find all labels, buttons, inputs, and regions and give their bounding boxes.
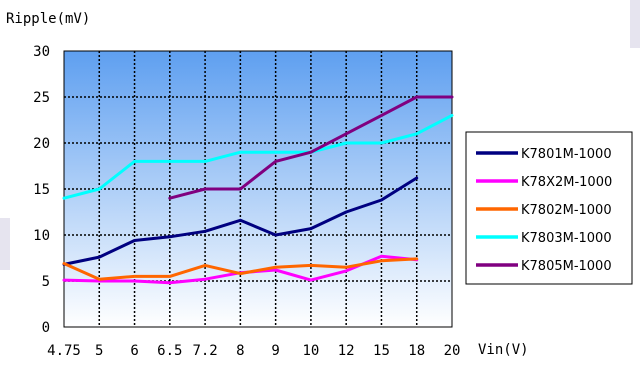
legend-label: K7805M-1000	[521, 259, 612, 274]
legend-label: K7803M-1000	[521, 231, 612, 246]
x-tick-label: 6	[130, 343, 138, 359]
y-axis-title: Ripple(mV)	[6, 11, 90, 27]
x-tick-label: 7.2	[192, 343, 217, 359]
legend-label: K7802M-1000	[521, 203, 612, 218]
y-tick-label: 20	[33, 136, 50, 152]
x-tick-label: 9	[271, 343, 279, 359]
y-tick-label: 25	[33, 90, 50, 106]
x-tick-label: 20	[444, 343, 461, 359]
series-line-4	[62, 113, 454, 200]
y-tick-label: 15	[33, 182, 50, 198]
y-tick-label: 0	[42, 320, 50, 336]
x-tick-label: 10	[302, 343, 319, 359]
x-tick-label: 4.75	[47, 343, 81, 359]
background-decoration-left	[0, 218, 10, 270]
series-line-3	[62, 257, 419, 281]
x-tick-label: 12	[338, 343, 355, 359]
y-tick-label: 5	[42, 274, 50, 290]
y-tick-label: 30	[33, 44, 50, 60]
legend-label: K78X2M-1000	[521, 175, 612, 190]
x-tick-label: 18	[408, 343, 425, 359]
series-line-1	[62, 176, 419, 266]
x-tick-label: 6.5	[157, 343, 182, 359]
x-axis-title: Vin(V)	[478, 342, 529, 358]
x-tick-label: 5	[95, 343, 103, 359]
x-tick-label: 15	[373, 343, 390, 359]
y-tick-label: 10	[33, 228, 50, 244]
background-decoration-right	[630, 0, 640, 48]
legend: K7801M-1000 K78X2M-1000 K7802M-1000 K7803M-…	[465, 131, 633, 285]
series-line-5	[168, 95, 454, 200]
legend-label: K7801M-1000	[521, 147, 612, 162]
x-tick-label: 8	[236, 343, 244, 359]
